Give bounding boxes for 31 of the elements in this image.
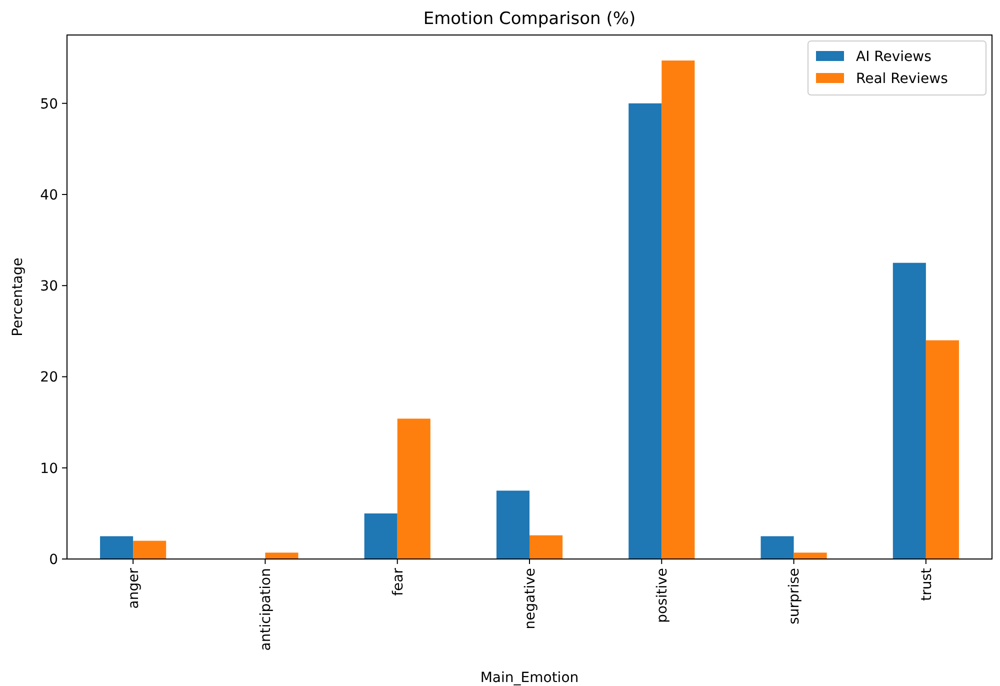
bar bbox=[496, 490, 530, 559]
bar bbox=[265, 552, 298, 559]
x-tick-label: surprise bbox=[786, 568, 803, 624]
y-tick-label: 0 bbox=[49, 552, 58, 568]
x-tick-label: fear bbox=[390, 568, 406, 596]
y-tick-label: 10 bbox=[40, 460, 58, 477]
bar bbox=[364, 513, 398, 559]
y-tick-label: 30 bbox=[40, 278, 58, 295]
bar bbox=[628, 103, 662, 559]
x-tick-label: positive bbox=[654, 568, 671, 623]
bar bbox=[892, 262, 926, 559]
bar bbox=[397, 418, 430, 559]
legend-label: Real Reviews bbox=[856, 70, 948, 87]
legend-label: AI Reviews bbox=[856, 48, 932, 65]
bar bbox=[100, 536, 134, 559]
x-tick-label: anticipation bbox=[258, 568, 274, 651]
bar bbox=[133, 540, 166, 559]
bar bbox=[926, 340, 959, 559]
y-tick-label: 20 bbox=[40, 370, 58, 386]
y-axis-title: Percentage bbox=[10, 258, 26, 336]
chart-title: Emotion Comparison (%) bbox=[423, 9, 636, 29]
x-tick-label: anger bbox=[126, 568, 142, 609]
bar bbox=[662, 60, 695, 559]
x-tick-label: negative bbox=[522, 568, 538, 630]
x-tick-label: trust bbox=[918, 567, 935, 601]
bar bbox=[530, 535, 563, 559]
y-tick-label: 40 bbox=[40, 187, 58, 204]
y-tick-label: 50 bbox=[40, 96, 58, 112]
x-axis-title: Main_Emotion bbox=[480, 670, 579, 686]
bar bbox=[760, 536, 794, 559]
bar bbox=[794, 552, 827, 559]
